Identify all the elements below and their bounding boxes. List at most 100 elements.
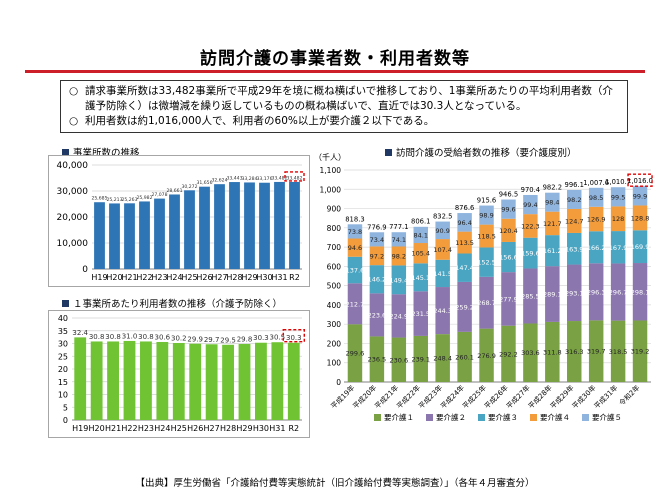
segment-label: 166.2 [587,244,606,252]
data-label: 33,443 [226,176,242,182]
segment-label: 74.1 [392,236,406,244]
x-tick-label: H28 [226,273,242,282]
chart2-title: １事業所あたり利用者数の推移（介護予防除く） [73,299,283,310]
stack-segment [610,187,626,207]
stack-segment [588,206,604,232]
segment-label: 122.3 [521,222,540,230]
stack-segment [435,287,450,335]
stack-segment [457,331,472,382]
stack-segment [347,256,363,284]
segment-label: 107.4 [433,246,452,254]
bar [109,203,120,269]
segment-label: 120.4 [499,227,518,235]
segment-label: 319.7 [587,348,606,356]
chart3-heading: 訪問介護の受給者数の推移（要介護度別） [385,145,577,159]
x-tick-label: H28 [220,424,236,433]
data-label: 28,661 [166,188,182,194]
segment-label: 268.7 [477,299,496,307]
stack-segment [501,325,516,382]
bar [238,344,251,420]
stack-segment [632,230,648,264]
y-tick-label: 1,000 [320,185,342,194]
total-label: 982.2 [543,184,562,192]
x-tick-label: H19 [91,273,107,282]
stack-segment [588,231,604,264]
legend-label: 要介護３ [488,412,518,422]
chart3-title: 訪問介護の受給者数の推移（要介護度別） [396,148,577,159]
stack-segment [369,232,385,247]
segment-label: 296.3 [587,288,606,296]
total-label: 970.4 [521,186,540,194]
bullet-circle-icon: ○ [69,85,79,97]
stack-segment [610,263,626,321]
segment-label: 212.7 [346,300,365,308]
stack-segment [479,328,494,382]
stack-segment [545,211,560,236]
y-tick-label: 0 [63,416,68,425]
stack-segment [391,232,407,247]
data-label: 33,176 [256,176,272,182]
x-tick-label: 平成31年 [592,383,620,411]
summary-item: ○ 利用者数は約1,016,000人で、利用者の60%以上が要介護２以下である。 [69,114,619,129]
stack-segment [610,206,626,232]
stack-segment [632,320,648,382]
segment-label: 159.6 [521,250,540,258]
segment-label: 141.5 [433,270,452,278]
stack-segment [567,190,582,209]
x-tick-label: H20 [89,424,105,433]
unit-label: （千人） [314,152,346,162]
segment-label: 99.6 [501,206,515,214]
title-divider [25,70,645,73]
segment-label: 292.2 [499,350,518,358]
segment-label: 311.8 [543,348,562,356]
x-tick-label: H27 [204,424,220,433]
bar [205,344,218,420]
segment-label: 161.2 [543,247,562,255]
segment-label: 169.9 [631,243,650,251]
y-tick-label: 500 [327,282,342,291]
stack-segment [479,205,494,225]
total-label: 832.5 [433,213,452,221]
x-tick-label: H31 [271,273,287,282]
x-tick-label: R2 [288,424,299,433]
stack-segment [347,324,363,382]
data-label: 25,982 [136,195,152,201]
segment-label: 230.6 [390,356,409,364]
total-label: 1,010.7 [605,178,631,186]
bar [222,344,234,420]
data-label: 29.8 [237,336,253,344]
stack-segment [435,334,450,382]
segment-label: 90.9 [435,227,449,235]
y-tick-label: 10 [58,391,68,400]
square-bullet-icon [385,148,392,156]
stack-segment [457,253,472,282]
stack-segment [610,231,626,264]
y-tick-label: 30 [58,340,68,349]
data-label: 29.5 [220,336,236,344]
y-tick-label: 1,100 [320,166,342,175]
y-tick-label: 40,000 [57,161,89,171]
total-label: 806.1 [411,218,430,226]
stack-segment [413,263,428,292]
segment-label: 98.4 [545,199,559,207]
highlight-box [284,171,305,182]
y-tick-label: 35 [58,327,68,336]
bar [107,341,119,420]
stack-segment [391,246,407,266]
recipients-by-care-level-chart: （千人） 0 100 200 300 400 500 600 700 800 900 1,000 1,1… [314,152,653,422]
y-tick-label: 20,000 [57,213,89,223]
segment-label: 163.9 [565,245,584,253]
stack-segment [479,276,494,329]
segment-label: 303.6 [521,349,540,357]
bar [124,203,135,269]
data-label: 30.2 [171,334,187,342]
segment-label: 318.5 [609,348,628,356]
stack-segment [369,293,385,337]
y-tick-label: 900 [327,205,342,214]
stack-segment [435,221,450,240]
data-label: 30.8 [138,333,154,341]
segment-label: 124.7 [565,217,584,225]
bar [289,181,300,269]
x-tick-label: H22 [136,273,152,282]
stack-segment [347,238,363,257]
